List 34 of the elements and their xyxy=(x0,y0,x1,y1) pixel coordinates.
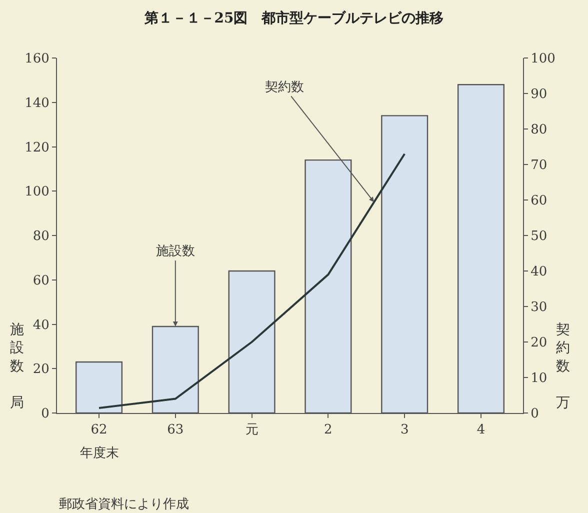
y-tick-label: 140 xyxy=(24,96,50,111)
x-tick-label: 4 xyxy=(476,422,486,438)
y2-tick-label: 90 xyxy=(530,87,548,102)
line-series xyxy=(98,152,406,410)
text: 郵政省資料により作成 xyxy=(59,497,189,512)
y2-tick-label: 20 xyxy=(530,336,548,351)
x-tick-label: 3 xyxy=(400,422,409,438)
y2-tick-label: 70 xyxy=(530,158,548,174)
y-tick-label: 0 xyxy=(41,406,50,422)
text: 契約数万 xyxy=(556,322,570,411)
y-tick-label: 120 xyxy=(24,140,50,156)
x-tick-label: 元 xyxy=(245,422,258,438)
y-tick-label: 80 xyxy=(32,229,50,244)
x-tick-label: 63 xyxy=(167,422,184,438)
y-tick-label: 40 xyxy=(32,318,50,333)
chart-title: 第１－１－25図 都市型ケーブルテレビの推移 xyxy=(143,10,444,27)
y2-tick-label: 60 xyxy=(530,194,548,209)
y2-tick-label: 100 xyxy=(530,52,556,67)
x-tick-label: 62 xyxy=(90,422,108,438)
x-tick-label: 2 xyxy=(324,422,332,438)
text: 施設数局 xyxy=(10,322,24,411)
text: 契約数 xyxy=(265,80,304,95)
y-tick-label: 60 xyxy=(32,273,50,288)
y2-tick-label: 80 xyxy=(530,122,548,138)
y-tick-label: 20 xyxy=(32,362,50,378)
y-tick-label: 160 xyxy=(24,52,50,67)
x-axis-title: 年度末 xyxy=(80,445,119,461)
y2-tick-label: 50 xyxy=(530,229,548,244)
y2-tick-label: 0 xyxy=(530,406,539,422)
y2-tick-label: 40 xyxy=(530,264,548,280)
text: 施設数 xyxy=(156,244,195,259)
y2-tick-label: 10 xyxy=(530,371,548,386)
y2-tick-label: 30 xyxy=(530,300,548,316)
y-tick-label: 100 xyxy=(24,184,50,200)
